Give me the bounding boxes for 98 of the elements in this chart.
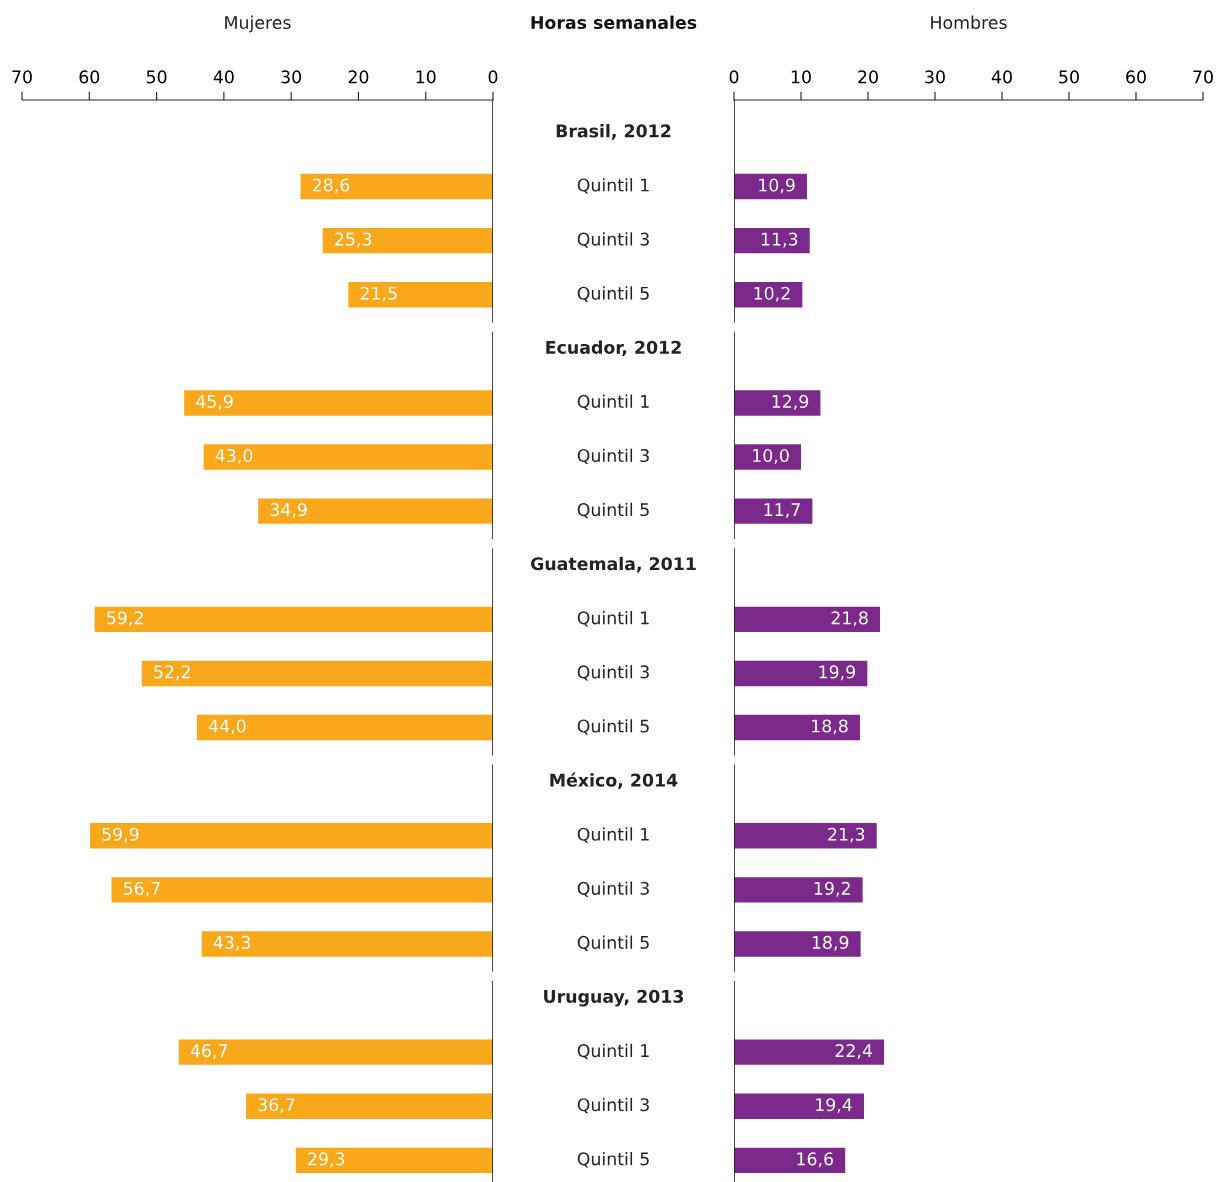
data-label: 10,2 <box>754 286 790 302</box>
x-axis-title: Hombres <box>931 15 1007 30</box>
data-label: 25,3 <box>335 232 372 248</box>
bar <box>178 1039 493 1065</box>
data-label: 52,2 <box>154 665 190 681</box>
text: Horas semanales <box>531 15 697 30</box>
bar <box>246 1093 493 1119</box>
data-label: 12,9 <box>772 394 809 410</box>
data-label: 16,6 <box>797 1152 834 1168</box>
data-label: 34,9 <box>270 503 307 518</box>
data-label: 18,8 <box>812 719 848 735</box>
x-tick-label: 50 <box>1059 70 1079 84</box>
bar <box>734 931 861 957</box>
data-label: 11,3 <box>761 232 798 248</box>
x-tick-label: 30 <box>925 70 945 84</box>
y-tick-label: Brasil, 2012 <box>556 124 671 140</box>
x-tick-label: 10 <box>791 70 811 84</box>
bar <box>734 823 877 849</box>
bar <box>734 1147 846 1174</box>
bar <box>348 282 493 308</box>
y-tick-label: México, 2014 <box>550 772 678 789</box>
data-label: 56,7 <box>123 881 160 897</box>
data-label: 46,7 <box>190 1044 228 1059</box>
y-tick-label: Quintil 3 <box>577 232 649 248</box>
bar <box>322 227 493 254</box>
x-tick-label: 0 <box>488 70 498 84</box>
data-label: 10,0 <box>753 448 789 464</box>
data-label: 19,2 <box>814 881 850 897</box>
bar <box>734 173 808 200</box>
y-tick-label: Quintil 5 <box>577 719 649 735</box>
bar <box>734 444 801 470</box>
y-tick-label: Quintil 3 <box>577 881 649 897</box>
bar <box>203 444 493 470</box>
data-label: 36,7 <box>258 1098 295 1114</box>
bar <box>89 823 493 849</box>
x-tick-label: 20 <box>348 70 369 84</box>
y-tick-label: Quintil 3 <box>577 448 649 465</box>
x-tick-label: 70 <box>12 70 32 84</box>
y-tick-label: Quintil 5 <box>577 502 649 519</box>
bar <box>734 1093 864 1119</box>
y-tick-label: Ecuador, 2012 <box>546 340 681 357</box>
data-label: 59,9 <box>102 827 139 843</box>
x-tick-label: 40 <box>991 70 1012 84</box>
data-label: 43,3 <box>213 935 251 951</box>
data-label: 22,4 <box>835 1044 872 1059</box>
bar <box>734 498 813 524</box>
y-tick-label: Quintil 3 <box>577 665 649 681</box>
x-tick-label: 10 <box>416 70 436 84</box>
x-tick-label: 60 <box>1126 70 1146 84</box>
y-tick-label: Quintil 3 <box>577 1097 649 1114</box>
bar <box>734 1039 885 1065</box>
bar <box>295 1147 493 1174</box>
bar <box>300 173 493 200</box>
data-label: 11,7 <box>764 503 800 518</box>
y-tick-label: Uruguay, 2013 <box>544 989 684 1007</box>
bar <box>734 660 868 687</box>
x-axis-title: Mujeres <box>225 15 291 33</box>
x-tick-label: 20 <box>858 70 878 84</box>
data-label: 10,9 <box>759 178 795 194</box>
bar <box>258 498 493 524</box>
data-label: 59,2 <box>107 611 143 627</box>
y-tick-label: Guatemala, 2011 <box>530 556 696 573</box>
data-label: 43,0 <box>215 448 253 464</box>
x-tick-label: 70 <box>1193 70 1213 84</box>
data-label: 19,9 <box>819 665 855 681</box>
bar <box>201 931 493 957</box>
y-tick-label: Quintil 5 <box>577 286 649 302</box>
x-tick-label: 60 <box>79 70 100 84</box>
x-tick-label: 50 <box>146 70 167 84</box>
y-tick-label: Quintil 1 <box>577 610 649 627</box>
bar <box>734 390 821 416</box>
bar <box>734 227 810 254</box>
data-label: 28,6 <box>312 178 350 194</box>
x-tick-label: 30 <box>281 70 302 84</box>
x-tick-label: 40 <box>213 70 234 84</box>
y-tick-label: Quintil 1 <box>577 1043 649 1060</box>
bar <box>94 606 493 633</box>
data-label: 21,8 <box>831 611 868 627</box>
bar <box>111 877 493 903</box>
data-label: 45,9 <box>196 394 233 410</box>
data-label: 21,3 <box>828 827 865 843</box>
y-tick-label: Quintil 5 <box>577 1151 649 1168</box>
data-label: 19,4 <box>816 1098 852 1114</box>
x-tick-label: 0 <box>729 70 739 84</box>
data-label: 29,3 <box>308 1152 345 1168</box>
data-label: 44,0 <box>208 719 246 735</box>
bar <box>734 877 863 903</box>
y-tick-label: Quintil 5 <box>577 935 649 951</box>
y-tick-label: Quintil 1 <box>577 827 649 843</box>
data-label: 21,5 <box>360 286 397 302</box>
bar <box>734 606 881 633</box>
bar <box>196 714 493 741</box>
data-label: 18,9 <box>812 935 849 951</box>
bar <box>184 390 493 416</box>
y-tick-label: Quintil 1 <box>577 394 649 410</box>
bar <box>141 660 493 687</box>
bar <box>734 714 860 741</box>
y-tick-label: Quintil 1 <box>577 178 649 194</box>
